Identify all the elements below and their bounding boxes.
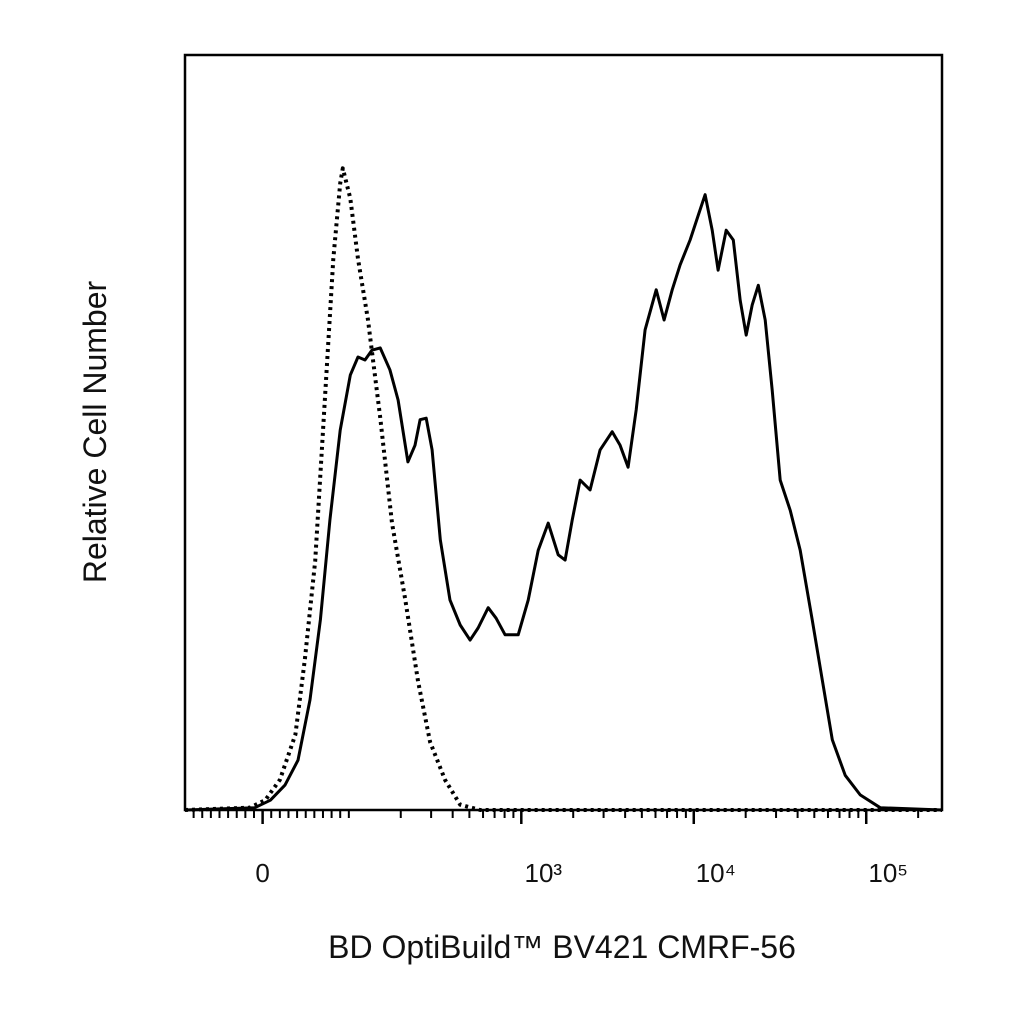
x-tick-label: 10³: [525, 858, 563, 888]
histogram-line: [184, 193, 943, 812]
y-axis-label: Relative Cell Number: [77, 280, 113, 583]
x-axis-label: BD OptiBuild™ BV421 CMRF-56: [328, 929, 796, 965]
x-tick-label: 0: [255, 858, 269, 888]
plot-frame: [183, 53, 944, 812]
x-tick-label: 10⁵: [868, 858, 908, 888]
x-tick-label: 10⁴: [696, 858, 736, 888]
histogram-line: [184, 166, 942, 812]
